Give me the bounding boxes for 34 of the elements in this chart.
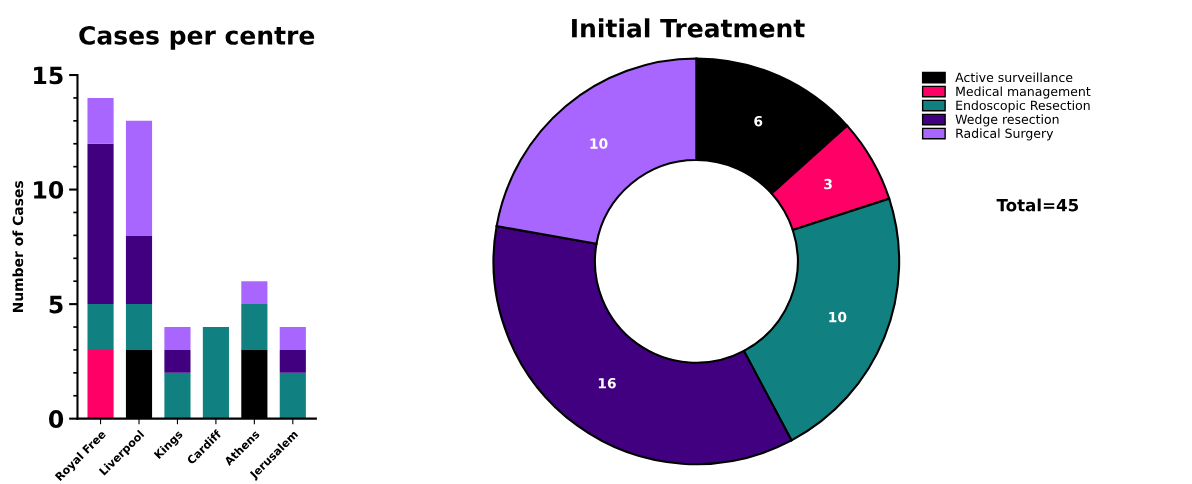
bar (87, 97, 114, 144)
legend-label: Wedge resection (955, 114, 1059, 127)
data-label: 10 (829, 311, 847, 323)
bar (279, 349, 306, 373)
y-tick-label: 10 (34, 181, 64, 199)
y-axis-title: Number of Cases (12, 181, 24, 313)
bar (125, 304, 153, 350)
legend-label: Active surveillance (955, 72, 1073, 83)
legend-label: Endoscopic Resection (956, 100, 1090, 113)
text: Total=45 (996, 198, 1079, 212)
bar (164, 349, 191, 373)
chart-title: Cases per centre (79, 25, 315, 50)
bar (87, 349, 114, 419)
data-label: 16 (598, 377, 616, 389)
data-label: 3 (824, 178, 832, 190)
bar (125, 120, 153, 236)
bar (87, 304, 114, 350)
bar (279, 327, 306, 350)
data-label: 10 (590, 138, 608, 149)
chart-title: Initial Treatment (572, 18, 805, 38)
legend-label: Radical Surgery (956, 128, 1054, 141)
bar (164, 372, 191, 419)
bar (241, 304, 268, 350)
y-tick-label: 5 (49, 295, 63, 314)
bar (164, 327, 191, 350)
legend-label: Medical management (956, 86, 1091, 99)
y-tick-label: 0 (48, 410, 64, 428)
bar (241, 281, 268, 305)
bar (202, 327, 229, 419)
data-label: 6 (754, 115, 763, 127)
bar (279, 372, 306, 419)
y-tick-label: 15 (34, 66, 63, 85)
bar (125, 235, 153, 305)
bar (87, 143, 114, 305)
